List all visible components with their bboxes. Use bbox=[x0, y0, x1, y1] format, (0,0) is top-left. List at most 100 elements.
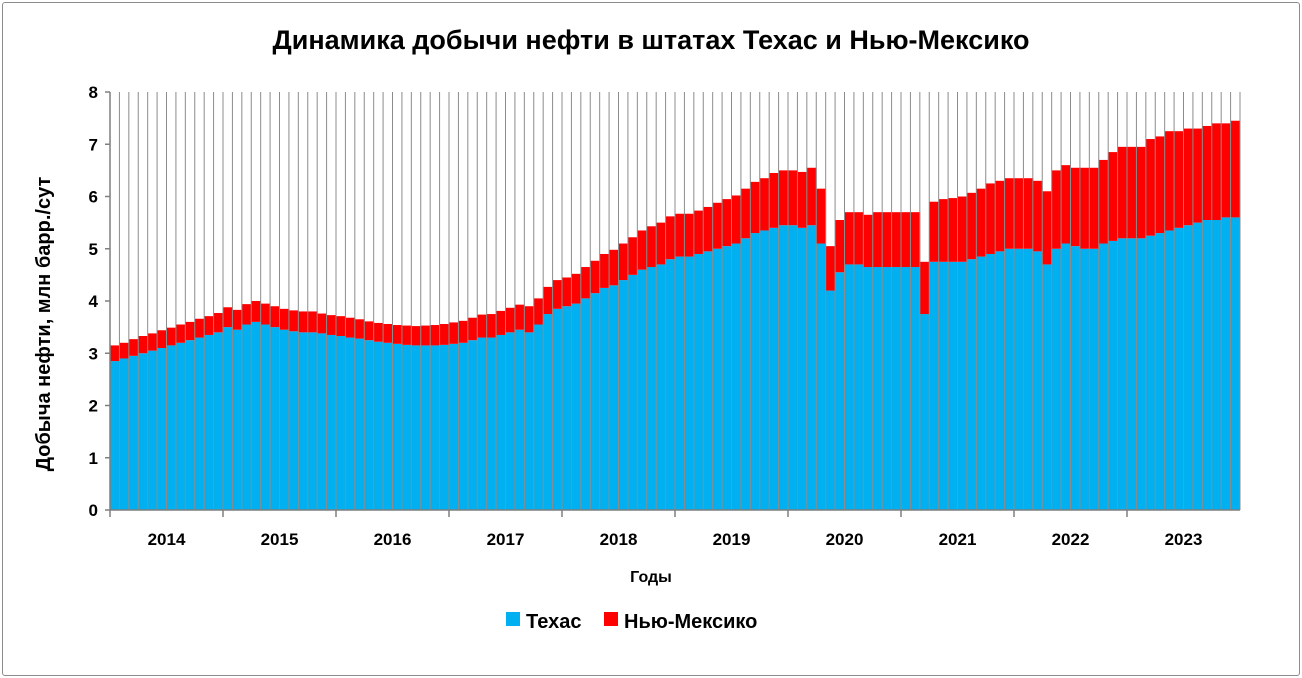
bar-texas bbox=[1014, 248, 1024, 510]
bar-texas bbox=[204, 334, 214, 510]
bar-texas bbox=[665, 259, 676, 510]
bar-new-mexico bbox=[618, 243, 629, 281]
bar-new-mexico bbox=[288, 310, 299, 332]
bar-new-mexico bbox=[693, 210, 704, 254]
bar-new-mexico bbox=[759, 178, 770, 231]
legend-swatch-texas bbox=[506, 612, 520, 626]
bar-texas bbox=[496, 334, 506, 510]
bar-new-mexico bbox=[383, 323, 393, 343]
bar-texas bbox=[213, 332, 224, 510]
legend: Техас Нью-Мексико bbox=[506, 611, 757, 633]
bar-new-mexico bbox=[684, 213, 695, 257]
x-tick-label: 2022 bbox=[1052, 530, 1090, 549]
bar-new-mexico bbox=[665, 216, 676, 260]
bar-texas bbox=[223, 327, 233, 511]
bar-texas bbox=[740, 238, 751, 511]
bar-texas bbox=[872, 267, 883, 510]
bar-texas bbox=[844, 264, 855, 510]
bar-texas bbox=[317, 333, 327, 510]
bar-new-mexico bbox=[1174, 131, 1184, 228]
bar-texas bbox=[552, 308, 563, 510]
bar-texas bbox=[279, 329, 290, 510]
bar-new-mexico bbox=[1089, 167, 1100, 249]
bar-texas bbox=[194, 337, 205, 510]
bar-texas bbox=[1042, 264, 1053, 510]
bar-new-mexico bbox=[901, 212, 911, 268]
x-tick-label: 2023 bbox=[1165, 530, 1203, 549]
bar-new-mexico bbox=[505, 307, 516, 333]
bar-texas bbox=[307, 332, 318, 510]
bar-texas bbox=[1051, 248, 1062, 510]
bar-texas bbox=[825, 290, 836, 510]
bar-new-mexico bbox=[646, 226, 657, 268]
bar-new-mexico bbox=[326, 315, 337, 335]
bar-texas bbox=[1230, 217, 1241, 510]
bar-new-mexico bbox=[345, 317, 356, 338]
bar-new-mexico bbox=[194, 318, 205, 338]
bar-new-mexico bbox=[599, 253, 610, 288]
bar-texas bbox=[467, 340, 478, 510]
bar-texas bbox=[486, 337, 497, 510]
bar-texas bbox=[138, 353, 149, 510]
bar-texas bbox=[853, 264, 864, 510]
x-tick-label: 2016 bbox=[374, 530, 412, 549]
bar-new-mexico bbox=[458, 320, 469, 343]
bar-new-mexico bbox=[420, 325, 431, 346]
bar-texas bbox=[1174, 227, 1184, 510]
bar-new-mexico bbox=[1183, 128, 1194, 226]
bar-texas bbox=[477, 337, 488, 510]
bar-new-mexico bbox=[364, 321, 375, 341]
bar-new-mexico bbox=[966, 192, 977, 260]
bar-new-mexico bbox=[1014, 178, 1024, 249]
bar-new-mexico bbox=[778, 170, 789, 226]
bar-new-mexico bbox=[788, 170, 798, 226]
bar-new-mexico bbox=[439, 323, 450, 345]
bar-texas bbox=[562, 306, 572, 510]
bar-texas bbox=[938, 261, 949, 510]
bar-new-mexico bbox=[806, 167, 817, 226]
x-tick-label: 2019 bbox=[713, 530, 751, 549]
bar-new-mexico bbox=[1061, 165, 1071, 244]
bar-new-mexico bbox=[1004, 178, 1015, 249]
bar-texas bbox=[383, 342, 393, 510]
bar-new-mexico bbox=[1042, 191, 1053, 265]
bar-new-mexico bbox=[627, 237, 638, 275]
bar-new-mexico bbox=[401, 325, 412, 345]
bar-texas bbox=[835, 272, 845, 510]
bar-texas bbox=[373, 341, 384, 510]
bar-texas bbox=[806, 225, 817, 511]
bar-texas bbox=[1023, 248, 1034, 510]
bar-new-mexico bbox=[1155, 136, 1166, 234]
bar-texas bbox=[1145, 235, 1156, 510]
y-tick-label: 4 bbox=[89, 292, 99, 311]
bar-texas bbox=[1183, 225, 1194, 511]
bar-texas bbox=[1098, 243, 1109, 510]
bar-texas bbox=[260, 324, 271, 510]
bar-texas bbox=[637, 269, 648, 510]
bar-new-mexico bbox=[891, 212, 902, 268]
bar-texas bbox=[147, 350, 158, 510]
bar-texas bbox=[232, 329, 243, 510]
bar-new-mexico bbox=[1192, 128, 1203, 223]
bar-new-mexico bbox=[637, 230, 648, 270]
bar-texas bbox=[533, 324, 544, 510]
legend-swatch-new-mexico bbox=[604, 612, 618, 626]
bar-texas bbox=[618, 280, 629, 510]
bar-new-mexico bbox=[731, 195, 742, 244]
bar-new-mexico bbox=[919, 261, 930, 315]
x-tick-label: 2015 bbox=[261, 530, 299, 549]
bar-texas bbox=[1079, 248, 1090, 510]
bar-texas bbox=[882, 267, 892, 510]
bar-texas bbox=[769, 227, 779, 510]
bar-new-mexico bbox=[496, 310, 506, 335]
bar-new-mexico bbox=[232, 309, 243, 330]
bar-new-mexico bbox=[740, 188, 751, 239]
bar-texas bbox=[401, 344, 412, 510]
bar-texas bbox=[731, 243, 742, 510]
bar-new-mexico bbox=[844, 212, 855, 265]
bar-new-mexico bbox=[336, 316, 346, 336]
bar-new-mexico bbox=[223, 307, 233, 328]
bar-texas bbox=[1155, 233, 1166, 510]
x-tick-label: 2021 bbox=[939, 530, 977, 549]
y-tick-label: 7 bbox=[89, 135, 98, 154]
